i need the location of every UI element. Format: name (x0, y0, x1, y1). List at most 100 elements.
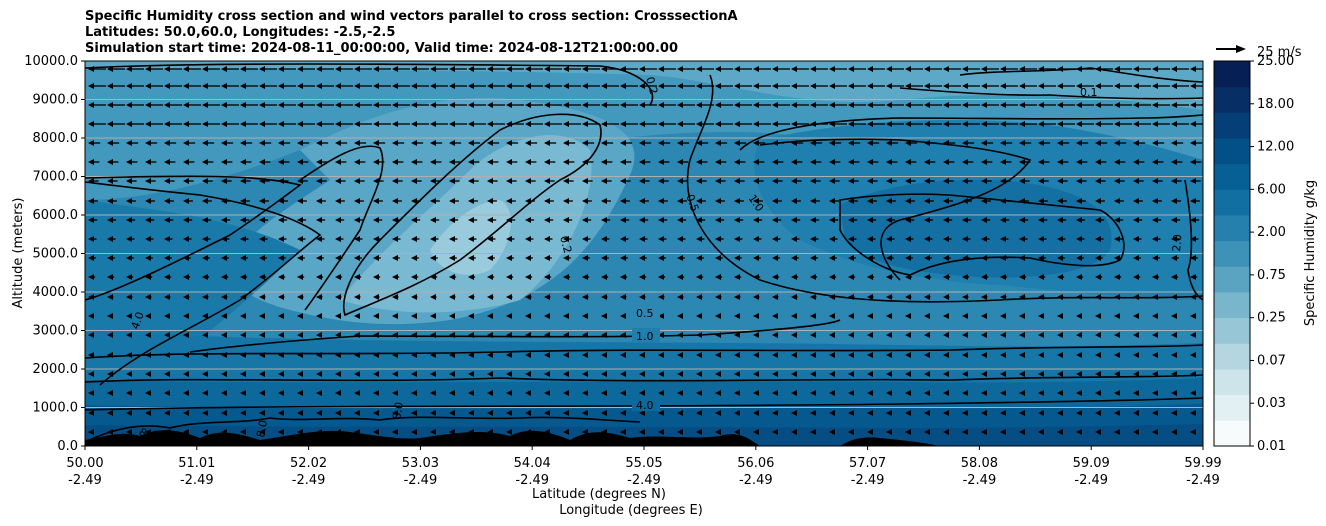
wind-vector (354, 140, 367, 146)
wind-vector (829, 159, 841, 165)
wind-vector (88, 390, 94, 396)
wind-vector (506, 274, 514, 280)
wind-vector (278, 159, 290, 165)
wind-vector (392, 236, 401, 242)
wind-vector (677, 121, 695, 127)
wind-vector (753, 410, 759, 416)
wind-vector (506, 83, 524, 89)
wind-vector (1076, 410, 1082, 416)
wind-vector (297, 140, 310, 146)
wind-vector (164, 468, 170, 474)
wind-vector (810, 352, 816, 358)
colorbar-swatch (1214, 317, 1250, 344)
wind-vector (943, 255, 951, 261)
wind-vector (449, 140, 462, 146)
wind-vector (240, 332, 246, 338)
wind-vector (506, 217, 516, 223)
wind-vector (829, 410, 835, 416)
wind-vector (240, 274, 248, 280)
wind-vector (696, 140, 709, 146)
x-tick-label-latitude: 54.04 (514, 456, 551, 471)
colorbar-tick-label: 0.75 (1257, 268, 1286, 283)
wind-vector (164, 159, 176, 165)
wind-vector (1057, 66, 1075, 72)
wind-vector (126, 102, 144, 108)
wind-vector (449, 332, 455, 338)
wind-vector (696, 294, 703, 300)
wind-vector (107, 313, 113, 319)
wind-vector (582, 66, 600, 72)
wind-vector (848, 294, 855, 300)
wind-vector (1171, 429, 1177, 435)
x-tick-label-latitude: 55.05 (625, 456, 662, 471)
wind-vector (1076, 294, 1083, 300)
wind-vector (829, 332, 835, 338)
wind-vector (677, 198, 687, 204)
wind-vector (601, 198, 611, 204)
x-tick-label-longitude: -2.49 (515, 473, 549, 488)
wind-vector (563, 102, 581, 108)
wind-vector (487, 83, 505, 89)
wind-vector (373, 332, 379, 338)
wind-vector (658, 410, 664, 416)
wind-vector (126, 178, 137, 184)
wind-vector (411, 159, 423, 165)
wind-vector (316, 294, 323, 300)
wind-vector (772, 274, 780, 280)
wind-vector (639, 198, 649, 204)
wind-vector (943, 66, 961, 72)
wind-vector (981, 448, 987, 454)
wind-vector (810, 371, 816, 377)
wind-vector (1038, 102, 1056, 108)
wind-vector (1152, 121, 1170, 127)
wind-vector (373, 410, 379, 416)
wind-vector (1095, 140, 1108, 146)
wind-vector (639, 83, 657, 89)
wind-vector (316, 102, 334, 108)
wind-vector (88, 410, 94, 416)
wind-vector (715, 66, 733, 72)
wind-vector (411, 198, 421, 204)
wind-vector (924, 410, 930, 416)
wind-vector (449, 371, 455, 377)
wind-vector (734, 410, 740, 416)
wind-vector (943, 140, 956, 146)
wind-vector (620, 178, 631, 184)
wind-vector (601, 429, 607, 435)
wind-vector (1171, 352, 1177, 358)
wind-vector (259, 410, 265, 416)
wind-vector (1114, 236, 1123, 242)
wind-vector (829, 429, 835, 435)
wind-vector (563, 140, 576, 146)
wind-vector (1114, 294, 1121, 300)
wind-vector (886, 102, 904, 108)
y-tick-label: 0.0 (57, 439, 78, 454)
wind-vector (620, 448, 626, 454)
y-tick-label: 7000.0 (33, 170, 79, 185)
wind-vector (1019, 217, 1029, 223)
wind-vector (1076, 159, 1088, 165)
wind-vector (867, 255, 875, 261)
quiver-key-label: 25 m/s (1257, 45, 1302, 60)
wind-vector (525, 236, 534, 242)
wind-vector (1057, 371, 1063, 377)
wind-vector (278, 390, 284, 396)
wind-vector (126, 313, 132, 319)
wind-vector (1133, 313, 1139, 319)
y-axis: 0.0 1000.0 2000.0 3000.0 4000.0 5000.0 6000.0 7… (24, 54, 85, 454)
wind-vector (1076, 352, 1082, 358)
wind-vector (734, 332, 740, 338)
wind-vector (183, 429, 189, 435)
wind-vector (1057, 83, 1075, 89)
contour-line (343, 113, 602, 317)
wind-vector (677, 410, 683, 416)
wind-vector (164, 448, 170, 454)
wind-vector (810, 448, 816, 454)
wind-vector (1152, 294, 1159, 300)
wind-vector (240, 217, 250, 223)
wind-vector (468, 352, 474, 358)
y-tick-label: 4000.0 (33, 285, 79, 300)
wind-vector (278, 178, 289, 184)
wind-vector (449, 83, 467, 89)
wind-vector (905, 255, 913, 261)
